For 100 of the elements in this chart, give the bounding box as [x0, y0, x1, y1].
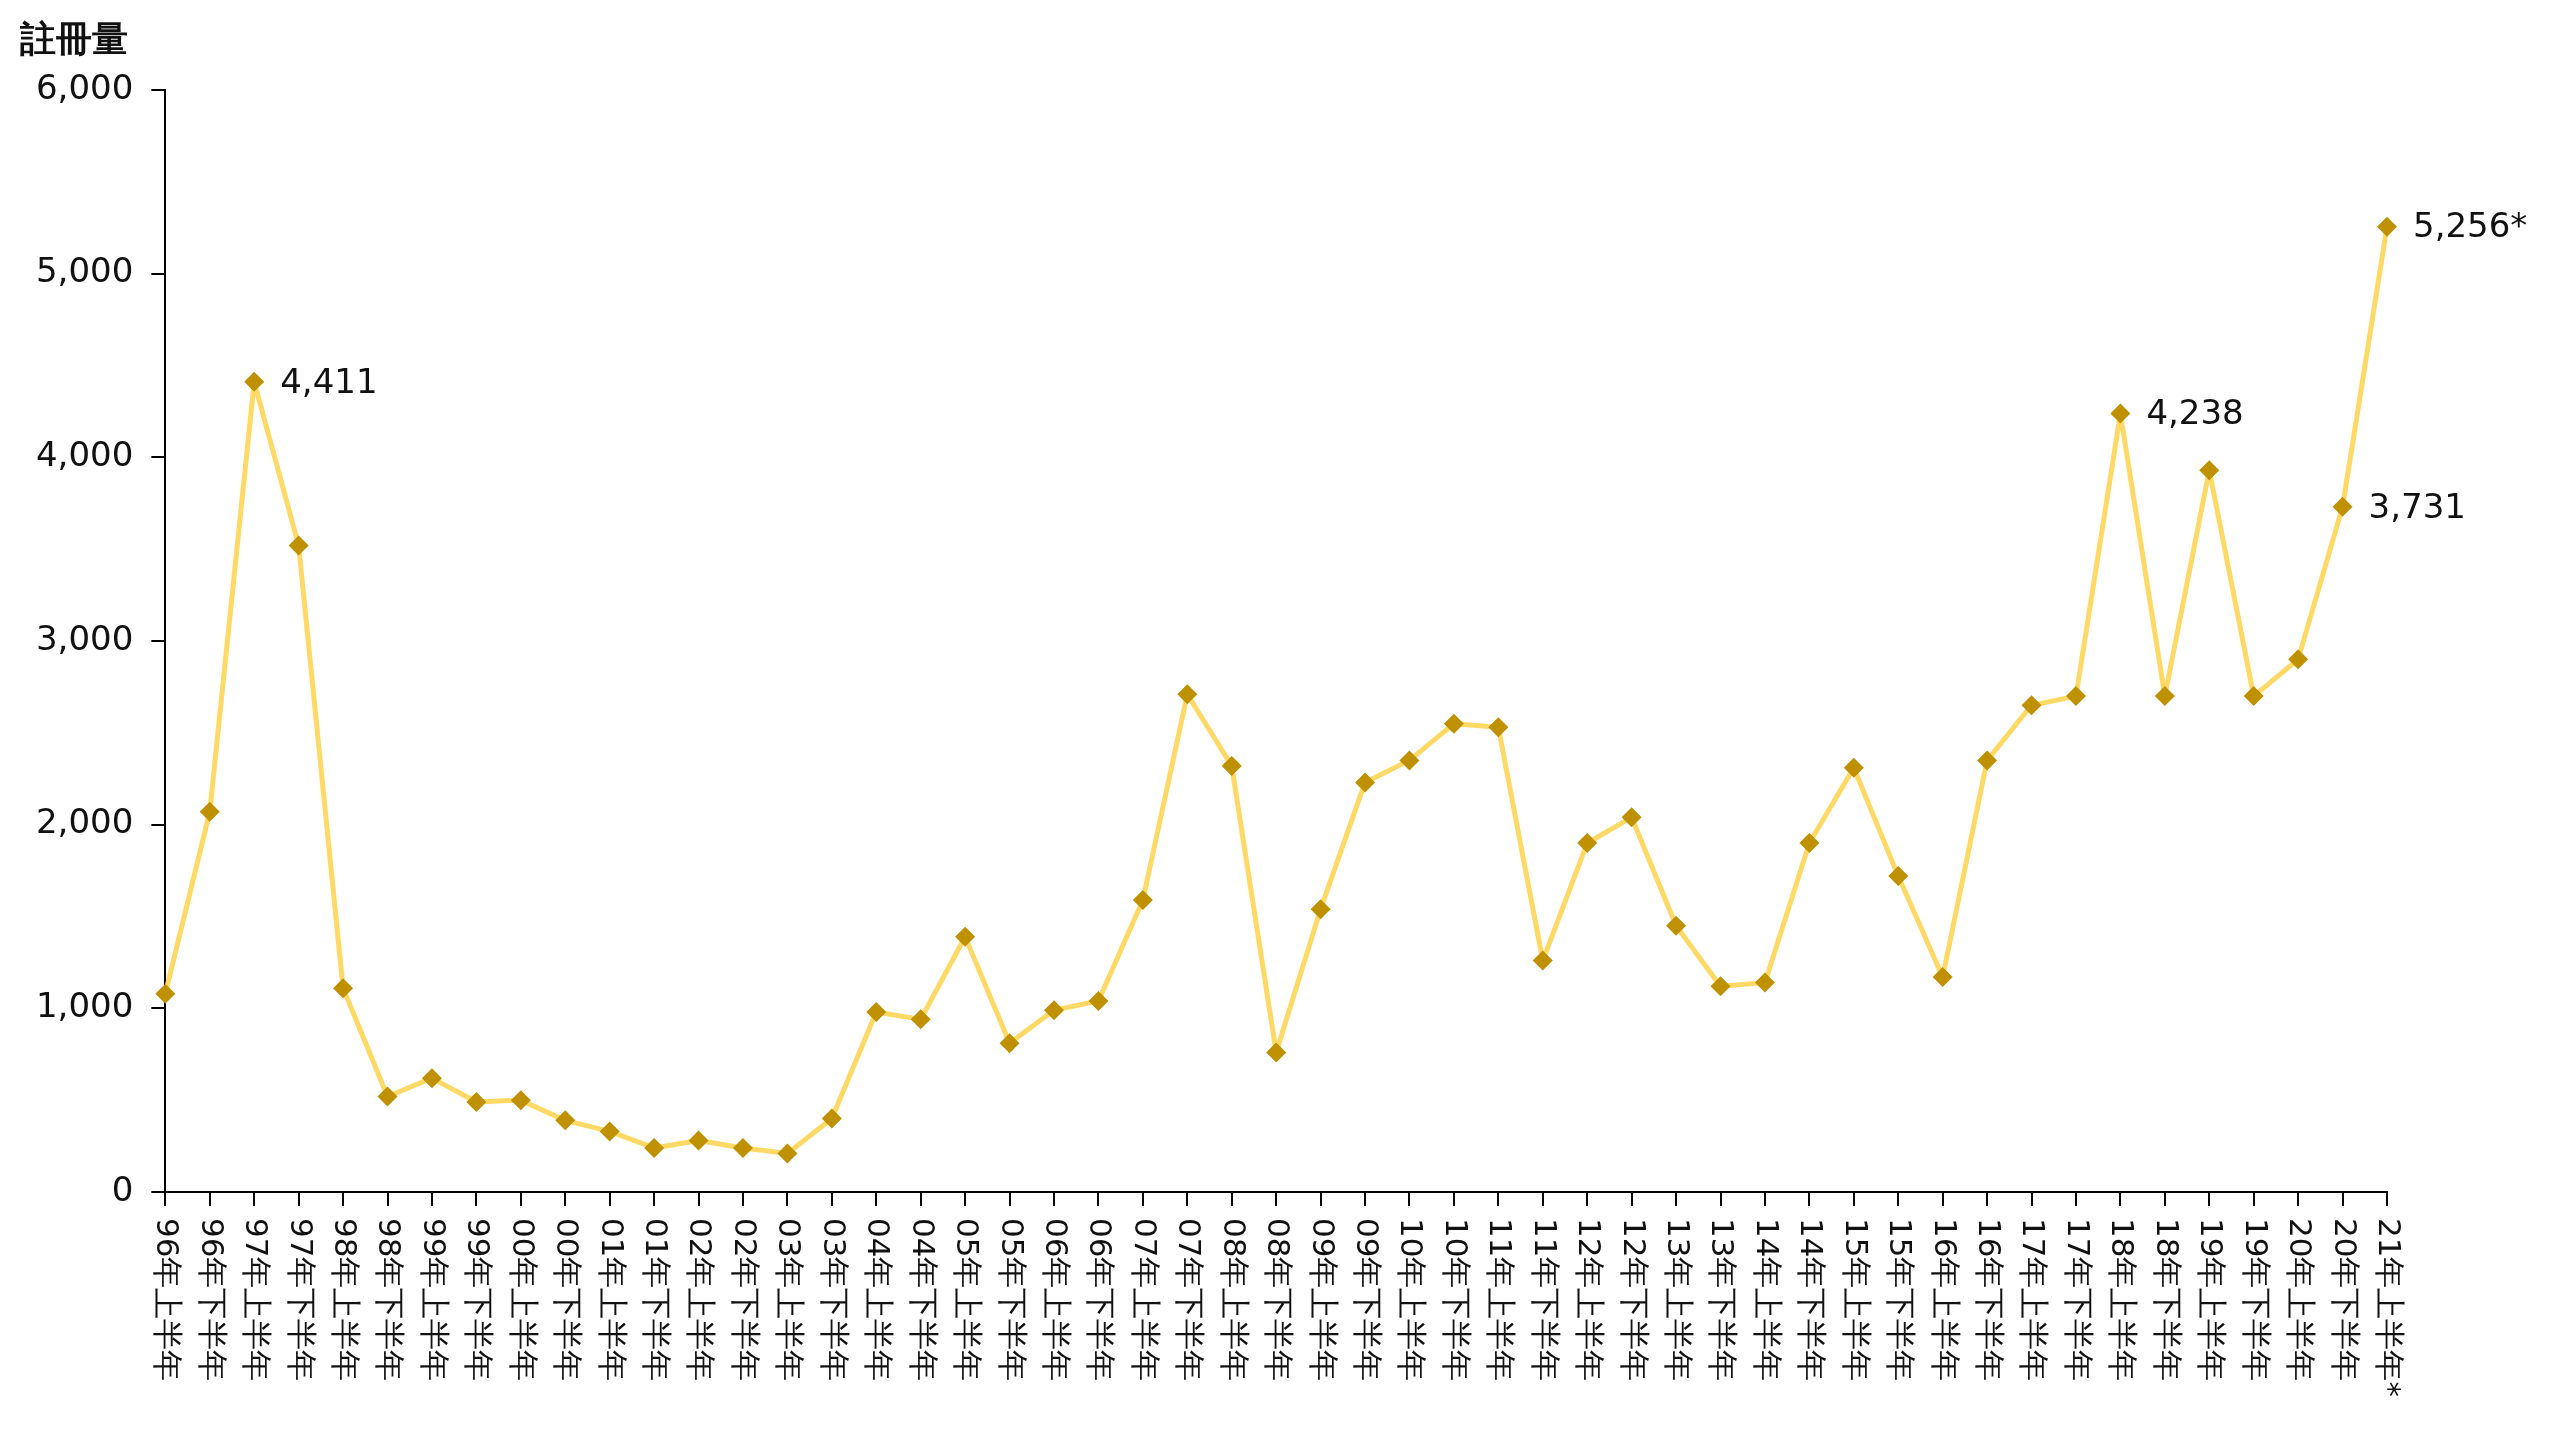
- point: [1932, 967, 1953, 988]
- data-label: 4,238: [2146, 392, 2244, 433]
- point: [999, 1033, 1020, 1054]
- x-tick-label: 18年上半年: [2105, 1218, 2142, 1382]
- point: [555, 1110, 576, 1131]
- point: [1132, 889, 1153, 910]
- x-tick-label: 09年上半年: [1305, 1218, 1342, 1382]
- point: [1621, 807, 1642, 828]
- x-tick-label: 99年上半年: [416, 1218, 453, 1382]
- y-axis-title: 註冊量: [19, 18, 128, 60]
- x-tick-label: 96年下半年: [194, 1218, 231, 1382]
- x-tick-label: 13年上半年: [1661, 1218, 1698, 1382]
- point: [821, 1108, 842, 1129]
- x-tick-label: 97年下半年: [283, 1218, 320, 1382]
- point: [732, 1137, 753, 1158]
- x-tick-label: 17年下半年: [2060, 1218, 2097, 1382]
- x-tick-label: 12年上半年: [1572, 1218, 1609, 1382]
- x-tick-label: 03年下半年: [816, 1218, 853, 1382]
- y-tick-label: 4,000: [35, 434, 134, 475]
- data-label: 4,411: [280, 360, 378, 401]
- x-tick-label: 14年下半年: [1794, 1218, 1831, 1382]
- x-tick-label: 00年下半年: [550, 1218, 587, 1382]
- x-tick-label: 18年下半年: [2149, 1218, 2186, 1382]
- point: [1977, 750, 1998, 771]
- point: [1843, 757, 1864, 778]
- x-tick-label: 02年上半年: [683, 1218, 720, 1382]
- x-tick-label: 15年下半年: [1883, 1218, 1920, 1382]
- y-tick-label: 6,000: [35, 66, 134, 107]
- point: [1399, 750, 1420, 771]
- point: [2288, 649, 2309, 670]
- point: [688, 1130, 709, 1151]
- x-tick-label: 05年下半年: [994, 1218, 1031, 1382]
- point: [244, 371, 265, 392]
- x-tick-label: 96年上半年: [150, 1218, 187, 1382]
- point: [2021, 695, 2042, 716]
- point: [910, 1009, 931, 1030]
- x-tick-label: 03年上半年: [772, 1218, 809, 1382]
- point: [2377, 216, 2397, 237]
- x-tick-label: 11年上半年: [1483, 1218, 1520, 1382]
- point: [1044, 1000, 1064, 1021]
- point: [599, 1121, 620, 1142]
- x-tick-label: 17年上半年: [2016, 1218, 2053, 1382]
- y-tick-label: 1,000: [35, 985, 134, 1026]
- x-tick-label: 00年上半年: [505, 1218, 542, 1382]
- x-tick-label: 04年下半年: [905, 1218, 942, 1382]
- x-tick-label: 98年上半年: [328, 1218, 365, 1382]
- x-tick-label: 07年下半年: [1172, 1218, 1209, 1382]
- point: [1888, 866, 1909, 887]
- point: [1443, 713, 1464, 734]
- point: [955, 926, 976, 947]
- x-tick-label: 07年上半年: [1127, 1218, 1164, 1382]
- x-tick-label: 11年下半年: [1527, 1218, 1564, 1382]
- point: [155, 983, 176, 1004]
- x-tick-label: 16年上半年: [1927, 1218, 1964, 1382]
- point: [1221, 755, 1242, 776]
- x-tick-label: 14年上半年: [1749, 1218, 1786, 1382]
- x-tick-label: 20年上半年: [2283, 1218, 2320, 1382]
- point: [1088, 990, 1109, 1011]
- point: [644, 1137, 665, 1158]
- x-tick-label: 19年下半年: [2238, 1218, 2275, 1382]
- point: [1177, 684, 1198, 705]
- x-tick-label: 12年下半年: [1616, 1218, 1653, 1382]
- point: [421, 1068, 442, 1089]
- point: [1266, 1042, 1287, 1063]
- x-tick-label: 06年上半年: [1038, 1218, 1075, 1382]
- x-tick-label: 06年下半年: [1083, 1218, 1120, 1382]
- point: [1799, 833, 1820, 854]
- x-tick-label: 10年下半年: [1438, 1218, 1475, 1382]
- x-tick-label: 05年上半年: [950, 1218, 987, 1382]
- y-tick-label: 2,000: [35, 801, 134, 842]
- x-tick-label: 99年下半年: [461, 1218, 498, 1382]
- point: [2332, 496, 2353, 517]
- data-label: 5,256*: [2413, 205, 2528, 246]
- x-tick-label: 21年上半年*: [2371, 1218, 2408, 1397]
- point: [2154, 686, 2175, 707]
- x-tick-label: 09年下半年: [1349, 1218, 1386, 1382]
- x-tick-label: 97年上半年: [239, 1218, 276, 1382]
- x-tick-label: 08年下半年: [1261, 1218, 1298, 1382]
- point: [466, 1092, 487, 1112]
- x-tick-label: 19年上半年: [2194, 1218, 2231, 1382]
- y-tick-label: 0: [111, 1168, 134, 1209]
- point: [1310, 899, 1331, 920]
- point: [377, 1086, 398, 1107]
- x-tick-label: 01年上半年: [594, 1218, 631, 1382]
- x-tick-label: 15年上半年: [1838, 1218, 1875, 1382]
- x-tick-label: 04年上半年: [861, 1218, 898, 1382]
- x-tick-label: 98年下半年: [372, 1218, 409, 1382]
- x-tick-label: 20年下半年: [2327, 1218, 2364, 1382]
- point: [510, 1090, 531, 1111]
- x-tick-label: 01年下半年: [639, 1218, 676, 1382]
- point: [2110, 403, 2131, 424]
- point: [2243, 686, 2264, 707]
- point: [199, 801, 220, 822]
- y-tick-label: 3,000: [35, 617, 134, 658]
- point: [866, 1002, 887, 1023]
- x-tick-label: 08年上半年: [1216, 1218, 1253, 1382]
- point: [1532, 950, 1553, 971]
- point: [1355, 772, 1376, 793]
- point: [1710, 976, 1731, 997]
- point: [1666, 915, 1687, 936]
